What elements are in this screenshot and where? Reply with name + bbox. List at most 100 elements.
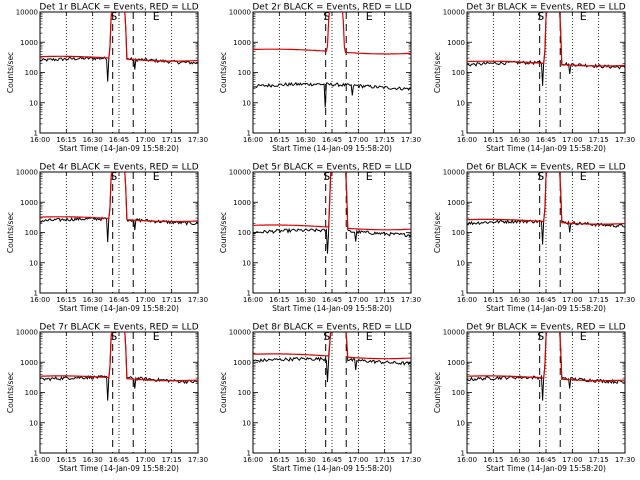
series-line-red [467, 172, 625, 225]
chart-panel-1: Det 1r BLACK = Events, RED = LLD 16:00 16:… [6, 3, 208, 154]
x-tick-label: 16:15 [56, 136, 76, 144]
y-tick-label: 10 [29, 99, 38, 107]
x-axis-label: Start Time (14-Jan-09 15:58:20) [272, 304, 392, 313]
marker-end: E [153, 10, 160, 23]
chart-title: Det 9r BLACK = Events, RED = LLD [466, 323, 625, 333]
x-axis-label: Start Time (14-Jan-09 15:58:20) [59, 144, 179, 153]
x-tick-label: 16:45 [109, 456, 129, 464]
marker-start: S [537, 10, 544, 23]
y-axis-label: Counts/sec [433, 372, 442, 413]
x-tick-label: 17:15 [162, 296, 182, 304]
x-tick-label: 16:45 [109, 136, 129, 144]
x-tick-label: 16:30 [296, 136, 316, 144]
y-axis-label: Counts/sec [433, 212, 442, 253]
y-tick-label: 100 [25, 389, 38, 397]
y-tick-label: 100 [452, 229, 465, 237]
y-tick-label: 1000 [20, 39, 38, 47]
x-tick-label: 16:30 [510, 136, 530, 144]
marker-start: S [110, 330, 117, 343]
y-tick-label: 1 [247, 450, 251, 458]
marker-end: E [580, 170, 587, 183]
x-tick-label: 16:15 [269, 456, 289, 464]
x-tick-label: 16:00 [30, 136, 50, 144]
chart-panel-2: Det 2r BLACK = Events, RED = LLD 16:00 16:… [219, 3, 421, 154]
x-tick-label: 16:45 [536, 456, 556, 464]
x-tick-label: 17:15 [162, 456, 182, 464]
y-tick-label: 1000 [233, 39, 251, 47]
x-tick-label: 17:00 [348, 456, 368, 464]
x-tick-label: 17:15 [162, 136, 182, 144]
y-tick-label: 1 [247, 130, 251, 138]
y-tick-label: 10 [456, 259, 465, 267]
x-tick-label: 17:00 [562, 296, 582, 304]
x-tick-label: 16:30 [83, 136, 103, 144]
series-line-red [467, 12, 625, 67]
x-tick-label: 17:00 [348, 136, 368, 144]
y-tick-label: 1000 [20, 359, 38, 367]
marker-end: E [366, 170, 373, 183]
x-tick-label: 16:00 [457, 296, 477, 304]
x-tick-label: 16:30 [296, 456, 316, 464]
x-tick-label: 16:00 [30, 296, 50, 304]
x-tick-label: 16:00 [243, 456, 263, 464]
y-axis-label: Counts/sec [6, 372, 15, 413]
chart-title: Det 4r BLACK = Events, RED = LLD [39, 163, 198, 173]
chart-panel-5: Det 5r BLACK = Events, RED = LLD 16:00 16:… [219, 163, 421, 314]
y-tick-label: 100 [452, 69, 465, 77]
x-tick-label: 16:15 [56, 456, 76, 464]
chart-title: Det 3r BLACK = Events, RED = LLD [466, 3, 625, 13]
x-tick-label: 16:45 [322, 456, 342, 464]
x-tick-label: 17:30 [401, 456, 421, 464]
series-line-black [253, 172, 411, 254]
marker-end: E [580, 330, 587, 343]
chart-panel-3: Det 3r BLACK = Events, RED = LLD 16:00 16:… [433, 3, 635, 154]
y-axis-label: Counts/sec [6, 212, 15, 253]
marker-start: S [537, 170, 544, 183]
x-tick-label: 16:15 [269, 136, 289, 144]
y-tick-label: 10 [242, 99, 251, 107]
y-tick-label: 1 [34, 130, 38, 138]
x-tick-label: 16:15 [483, 296, 503, 304]
x-tick-label: 17:15 [589, 456, 609, 464]
x-axis-label: Start Time (14-Jan-09 15:58:20) [272, 464, 392, 473]
x-tick-label: 17:00 [135, 456, 155, 464]
chart-title: Det 5r BLACK = Events, RED = LLD [252, 163, 411, 173]
x-tick-label: 17:30 [188, 456, 208, 464]
x-tick-label: 17:30 [188, 136, 208, 144]
y-axis-label: Counts/sec [6, 52, 15, 93]
marker-end: E [153, 330, 160, 343]
y-tick-label: 10000 [443, 9, 465, 17]
series-line-red [253, 172, 411, 231]
y-tick-label: 10 [29, 419, 38, 427]
y-tick-label: 10 [456, 99, 465, 107]
series-line-red [253, 332, 411, 360]
series-line-red [253, 12, 411, 55]
x-tick-label: 16:00 [30, 456, 50, 464]
y-tick-label: 10 [456, 419, 465, 427]
chart-panel-6: Det 6r BLACK = Events, RED = LLD 16:00 16:… [433, 163, 635, 314]
y-tick-label: 10 [242, 419, 251, 427]
x-tick-label: 16:00 [457, 136, 477, 144]
x-tick-label: 17:15 [375, 296, 395, 304]
marker-end: E [153, 170, 160, 183]
y-tick-label: 100 [452, 389, 465, 397]
x-tick-label: 17:30 [401, 136, 421, 144]
marker-end: E [580, 10, 587, 23]
y-tick-label: 100 [238, 69, 251, 77]
x-axis-label: Start Time (14-Jan-09 15:58:20) [486, 464, 606, 473]
y-tick-label: 1000 [233, 359, 251, 367]
y-tick-label: 10000 [16, 169, 38, 177]
y-tick-label: 1 [461, 290, 465, 298]
y-axis-label: Counts/sec [219, 52, 228, 93]
x-tick-label: 16:45 [322, 296, 342, 304]
x-tick-label: 16:45 [536, 136, 556, 144]
x-tick-label: 16:45 [322, 136, 342, 144]
y-tick-label: 100 [25, 69, 38, 77]
series-line-red [467, 332, 625, 382]
y-tick-label: 1 [34, 290, 38, 298]
chart-title: Det 6r BLACK = Events, RED = LLD [466, 163, 625, 173]
x-tick-label: 17:30 [401, 296, 421, 304]
y-tick-label: 100 [238, 389, 251, 397]
chart-panel-4: Det 4r BLACK = Events, RED = LLD 16:00 16:… [6, 163, 208, 314]
x-tick-label: 16:15 [483, 456, 503, 464]
